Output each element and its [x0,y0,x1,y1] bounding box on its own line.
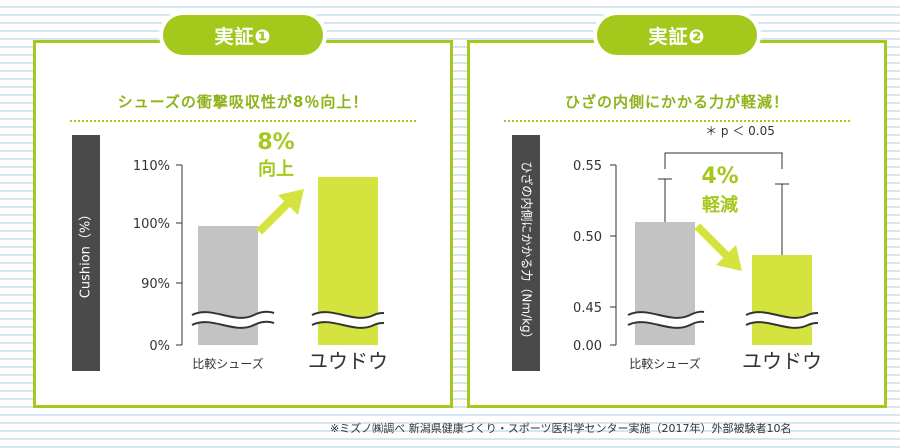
y-tick-label: 0.45 [573,301,602,316]
callout-percent: 8% [257,130,294,155]
footnote: ※ミズノ㈱調べ 新潟県健康づくり・スポーツ医科学センター実施（2017年）外部被… [330,422,792,435]
y-tick-label: 0.50 [573,230,602,245]
axis-break-band [312,312,384,328]
y-tick-label: 110% [133,159,170,174]
axis-break-line [627,320,705,329]
bar-yudo [752,255,812,345]
axis-break-line [745,321,819,329]
category-label: ユウドウ [742,349,822,373]
dotted-divider [504,120,850,122]
panel-cushion: 実証❶ シューズの衝撃吸収性が8％向上！ Cushion（%） 110% 100… [33,15,453,408]
category-label: 比較シューズ [629,356,700,371]
axis-break-line [311,321,385,329]
significance-bracket [664,152,783,169]
axis-break-band [628,311,704,328]
callout-percent: 4% [701,164,738,189]
y-axis-label: ひざの内側にかかる力（Nm/kg） [520,161,535,344]
badge-proof-1: 実証❶ [163,15,323,55]
dotted-divider [70,120,416,122]
category-label: 比較シューズ [192,356,263,371]
ylabel-box [512,135,540,371]
up-arrow-icon [256,189,304,235]
y-tick-label: 0.00 [573,339,602,354]
significance-label: ＊ p ＜ 0.05 [705,124,775,138]
ylabel-box [72,135,100,371]
y-tick-label: 100% [133,217,170,232]
axis-break-line [191,320,275,329]
error-bar [658,178,672,222]
y-tick-label: 90% [141,277,170,292]
y-axis-label: Cushion（%） [79,208,94,299]
callout-text: 向上 [258,158,294,180]
panel-subtitle: ひざの内側にかかる力が軽減！ [564,93,789,111]
callout-text: 軽減 [702,194,738,216]
chart-knee-force: ひざの内側にかかる力（Nm/kg） 0.55 0.50 0.45 0.00 ＊ … [512,124,822,373]
y-tick-label: 0.55 [573,159,602,174]
axis-break-band [746,312,818,328]
y-tick-label: 0% [149,339,170,354]
axis-break-line [191,310,275,319]
panel-subtitle: シューズの衝撃吸収性が8％向上！ [117,93,369,111]
axis-break-line [627,310,705,319]
error-bar [775,183,789,255]
axis-break-line [745,311,819,319]
badge-proof-2: 実証❷ [597,15,757,55]
axis-break-line [311,311,385,319]
panel-knee-force: 実証❷ ひざの内側にかかる力が軽減！ ひざの内側にかかる力（Nm/kg） 0.5… [467,15,887,408]
category-label: ユウドウ [308,349,388,373]
down-arrow-icon [694,223,742,271]
chart-cushion: Cushion（%） 110% 100% 90% 0% 比較シューズ ユウドウ … [72,130,388,373]
